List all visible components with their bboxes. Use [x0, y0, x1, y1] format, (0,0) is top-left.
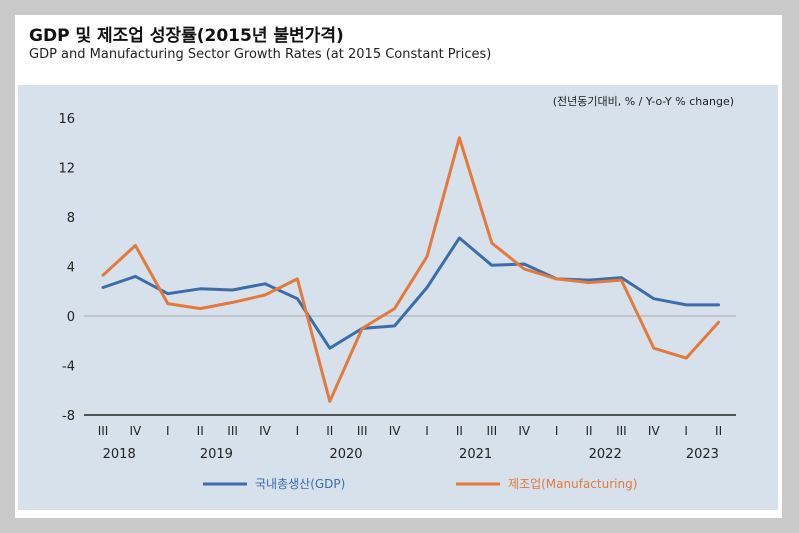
chart-frame: GDP 및 제조업 성장률(2015년 불변가격) GDP and Manufa… — [15, 15, 782, 518]
series-line-1 — [101, 136, 721, 403]
year-label: 2022 — [589, 447, 622, 462]
x-tick-label: III — [227, 424, 238, 438]
series-line-0 — [101, 236, 721, 350]
y-tick-label: 0 — [67, 310, 75, 325]
x-tick-label: III — [357, 424, 368, 438]
x-tick-label: III — [98, 424, 109, 438]
x-tick-label: I — [166, 424, 170, 438]
x-tick-label: II — [715, 424, 722, 438]
x-tick-label: IV — [648, 424, 661, 438]
y-tick-label: 16 — [58, 112, 75, 127]
x-tick-label: II — [197, 424, 204, 438]
year-label: 2023 — [686, 447, 719, 462]
chart-subtitle: GDP and Manufacturing Sector Growth Rate… — [29, 47, 492, 62]
y-tick-label: 4 — [67, 261, 75, 276]
y-tick-label: 8 — [67, 211, 75, 226]
x-tick-label: II — [456, 424, 463, 438]
x-tick-label: I — [425, 424, 429, 438]
x-tick-label: I — [555, 424, 559, 438]
x-axis: III IV I II III IV I II III IV I II III IV I II III IV I II… — [84, 414, 736, 462]
x-tick-label: IV — [389, 424, 402, 438]
x-tick-label: III — [616, 424, 627, 438]
x-tick-label: I — [296, 424, 300, 438]
year-label: 2021 — [459, 447, 492, 462]
year-label: 2020 — [329, 447, 362, 462]
y-axis: 16 12 8 4 0 -4 -8 — [58, 112, 736, 424]
y-tick-label: -8 — [62, 409, 75, 424]
legend-label-0: 국내총생산(GDP) — [255, 477, 345, 491]
y-tick-label: 12 — [58, 162, 75, 177]
year-label: 2019 — [200, 447, 233, 462]
x-tick-label: II — [585, 424, 592, 438]
chart-panel: (전년동기대비, % / Y-o-Y % change) 16 12 8 4 0 -4 -8… — [18, 85, 778, 510]
x-tick-label: IV — [518, 424, 531, 438]
unit-label: (전년동기대비, % / Y-o-Y % change) — [553, 95, 734, 108]
y-tick-label: -4 — [62, 360, 75, 375]
year-label: 2018 — [103, 447, 136, 462]
x-tick-label: IV — [130, 424, 143, 438]
series-group — [101, 136, 721, 403]
legend-label-1: 제조업(Manufacturing) — [508, 477, 637, 491]
x-tick-label: III — [486, 424, 497, 438]
legend: 국내총생산(GDP) 제조업(Manufacturing) — [203, 477, 637, 491]
x-tick-label: IV — [259, 424, 272, 438]
x-tick-label: I — [684, 424, 688, 438]
chart-title: GDP 및 제조업 성장률(2015년 불변가격) — [29, 26, 344, 46]
line-chart: (전년동기대비, % / Y-o-Y % change) 16 12 8 4 0 -4 -8… — [58, 95, 736, 491]
x-tick-label: II — [326, 424, 333, 438]
